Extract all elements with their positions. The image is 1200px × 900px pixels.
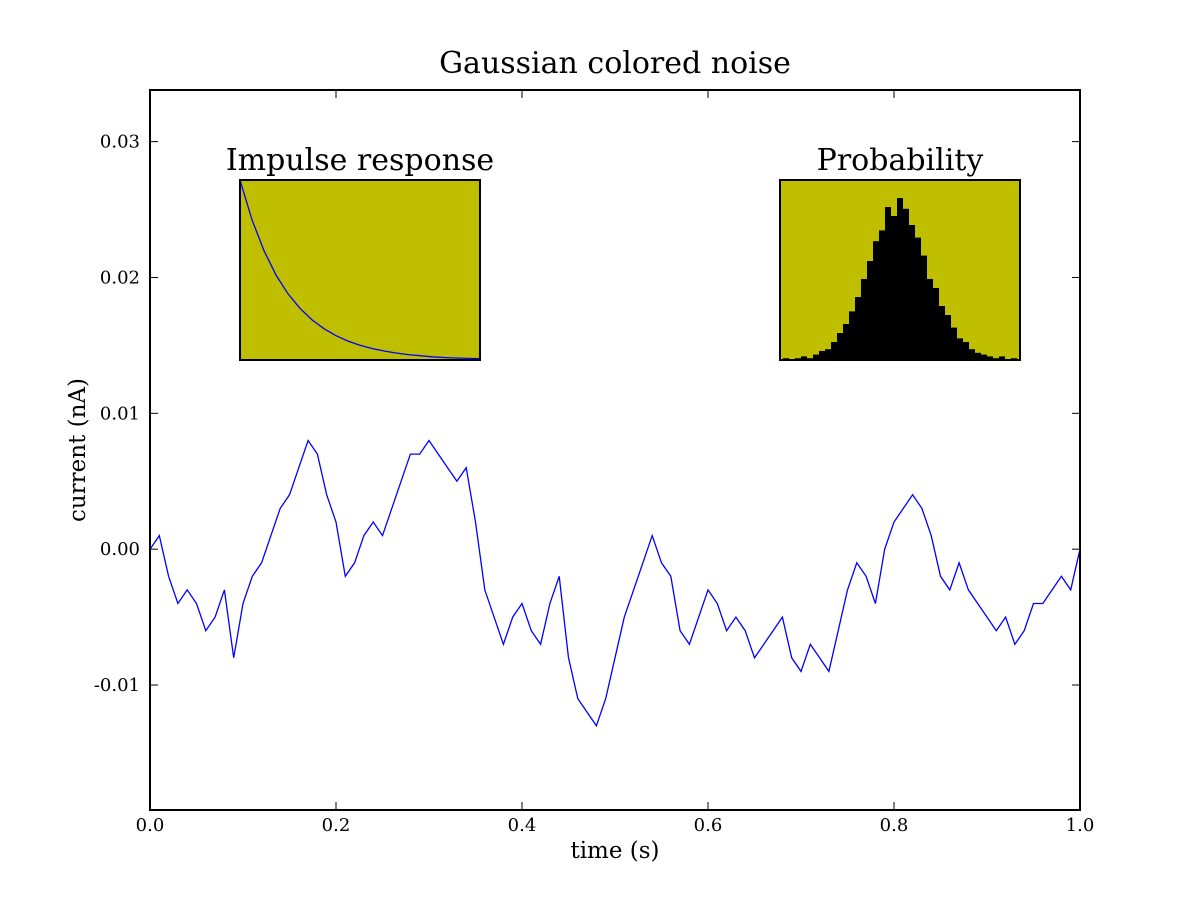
histogram-bar xyxy=(831,342,837,360)
histogram-bar xyxy=(975,352,981,360)
y-tick-label: 0.03 xyxy=(100,132,140,153)
x-tick-label: 1.0 xyxy=(1066,815,1095,836)
inset-impulse-background xyxy=(240,180,480,360)
impulse-response-line xyxy=(239,179,481,360)
impulse-line-layer xyxy=(239,179,481,360)
histogram-bar xyxy=(915,237,921,360)
x-tick-label: 0.4 xyxy=(508,815,537,836)
x-tick-label: 0.0 xyxy=(136,815,165,836)
inset-impulse-title: Impulse response xyxy=(226,143,494,178)
y-ticks: -0.01 0.00 0.01 0.02 0.03 xyxy=(94,132,1080,696)
histogram-bar xyxy=(825,349,831,360)
inset-probability-frame xyxy=(779,179,1021,361)
chart-title: Gaussian colored noise xyxy=(439,46,791,81)
histogram-bar xyxy=(903,208,909,360)
histogram-bar xyxy=(981,354,987,360)
histogram-bar xyxy=(927,279,933,360)
histogram-bar xyxy=(837,333,843,360)
histogram-bar xyxy=(945,315,951,360)
y-axis-label: current (nA) xyxy=(65,378,91,522)
inset-impulse-frame xyxy=(239,179,481,361)
histogram-bar xyxy=(897,198,903,360)
histogram-bar xyxy=(855,297,861,360)
histogram-bar xyxy=(909,225,915,360)
inset-probability: Probability xyxy=(779,143,1021,361)
y-tick-label: 0.02 xyxy=(100,267,140,288)
x-tick-label: 0.8 xyxy=(880,815,909,836)
histogram-bar xyxy=(849,311,855,360)
histogram-bar xyxy=(867,261,873,360)
inset-probability-title: Probability xyxy=(817,143,984,178)
histogram-bar xyxy=(951,327,957,360)
histogram-bar xyxy=(819,351,825,360)
main-plot-frame xyxy=(149,89,1081,811)
histogram-bar xyxy=(999,356,1005,360)
histogram-bar xyxy=(885,207,891,360)
histogram-bar xyxy=(933,288,939,360)
main-line-layer xyxy=(149,439,1081,728)
histogram-bar xyxy=(861,279,867,360)
x-tick-label: 0.2 xyxy=(322,815,351,836)
histogram-bar xyxy=(843,324,849,360)
inset-impulse-response: Impulse response xyxy=(226,143,494,361)
y-tick-label: 0.00 xyxy=(100,539,140,560)
x-axis-label: time (s) xyxy=(570,838,659,864)
histogram-bar xyxy=(957,338,963,360)
noise-series-line xyxy=(149,439,1081,728)
histogram-bar xyxy=(801,356,807,360)
histogram-bar xyxy=(813,354,819,360)
y-tick-label: 0.01 xyxy=(100,403,140,424)
histogram-bar xyxy=(891,216,897,360)
x-ticks: 0.0 0.2 0.4 0.6 0.8 1.0 xyxy=(136,90,1095,836)
histogram-bar xyxy=(969,349,975,360)
histogram-bar xyxy=(879,230,885,360)
histogram-bar xyxy=(939,306,945,360)
histogram-bar xyxy=(873,241,879,360)
x-tick-label: 0.6 xyxy=(694,815,723,836)
histogram-bar xyxy=(963,342,969,360)
histogram-bar xyxy=(921,255,927,360)
y-tick-label: -0.01 xyxy=(94,675,140,696)
histogram-bar xyxy=(987,356,993,360)
